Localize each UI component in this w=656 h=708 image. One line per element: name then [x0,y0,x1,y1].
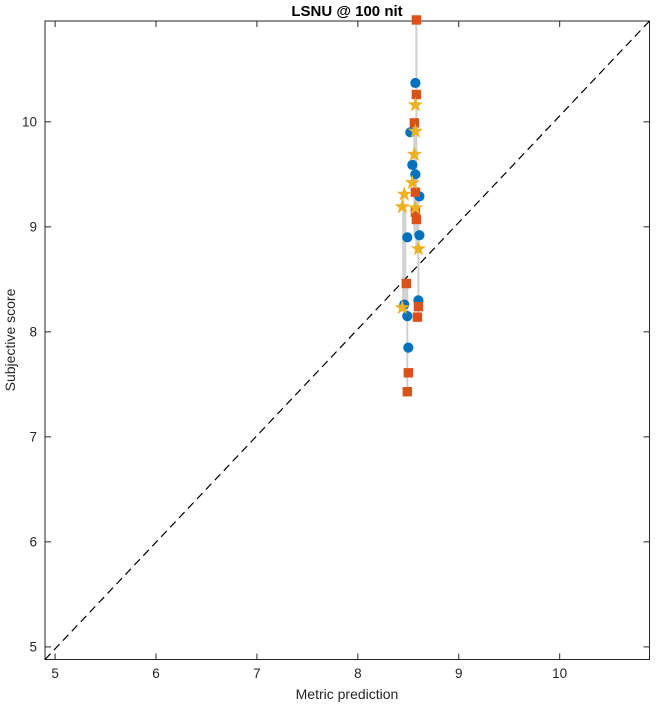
y-tick-label: 6 [29,535,37,550]
data-point-circle [403,342,414,353]
data-point-circle [402,310,413,322]
data-point-circle [414,230,425,241]
data-point-square [410,207,421,217]
x-axis-label: Metric prediction [296,686,399,702]
x-tick-label: 6 [152,666,160,681]
data-point-square [403,368,414,378]
x-tick-label: 9 [455,666,463,681]
data-point-star [407,199,423,215]
data-point-square [412,312,423,322]
data-point-square [409,118,420,128]
data-point-star [407,123,423,138]
plot-data-layer [44,15,650,660]
plot-box [44,20,650,660]
y-tick-label: 9 [29,220,37,235]
data-point-star [406,146,422,161]
data-point-square [411,214,422,225]
x-tick-label: 7 [253,666,261,681]
data-point-square [411,15,422,25]
plot-background-layer: 5 6 7 8 9 10 5 6 7 8 9 10 [22,20,650,681]
data-point-square [401,278,411,289]
x-tick-label: 5 [51,666,59,681]
x-tick-label: 10 [552,666,567,681]
chart-title: LSNU @ 100 nit [291,3,402,20]
x-tick-label: 8 [354,666,362,681]
data-point-square [410,187,421,197]
data-point-circle [407,159,418,170]
data-point-circle [410,77,421,89]
data-point-star [396,186,412,201]
data-point-star [407,97,423,112]
y-tick-label: 8 [29,325,37,340]
data-point-square [411,89,422,100]
data-point-star [404,174,420,190]
data-point-star [394,198,410,214]
data-point-square [402,387,412,397]
identity-line [44,20,650,660]
y-tick-label: 7 [29,430,37,445]
y-tick-label: 5 [29,640,37,655]
y-tick-label: 10 [22,115,37,130]
data-point-square [413,301,424,312]
data-point-star [394,299,410,315]
data-point-circle [402,232,413,243]
data-point-star [410,240,427,256]
y-axis-label: Subjective score [2,288,18,391]
